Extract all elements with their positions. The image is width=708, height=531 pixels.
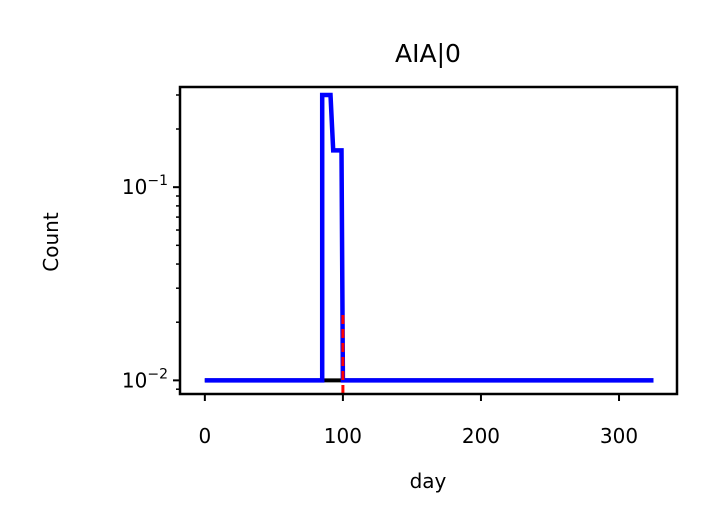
- plot-area: [204, 92, 654, 394]
- x-tick-label: 100: [324, 424, 362, 448]
- x-tick-label: 200: [462, 424, 500, 448]
- x-tick-label: 300: [600, 424, 638, 448]
- chart-title: AIA|0: [395, 39, 461, 68]
- y-axis-label: Count: [39, 212, 63, 272]
- x-axis-label: day: [410, 469, 447, 493]
- y-tick-label: 10−2: [122, 366, 168, 392]
- series-line-1: [204, 92, 654, 383]
- y-tick-label: 10−1: [122, 173, 168, 199]
- x-tick-label: 0: [198, 424, 211, 448]
- axes-frame: [178, 85, 679, 396]
- axis-ticks: 0 100 200 300 10−2 10−1: [122, 94, 638, 448]
